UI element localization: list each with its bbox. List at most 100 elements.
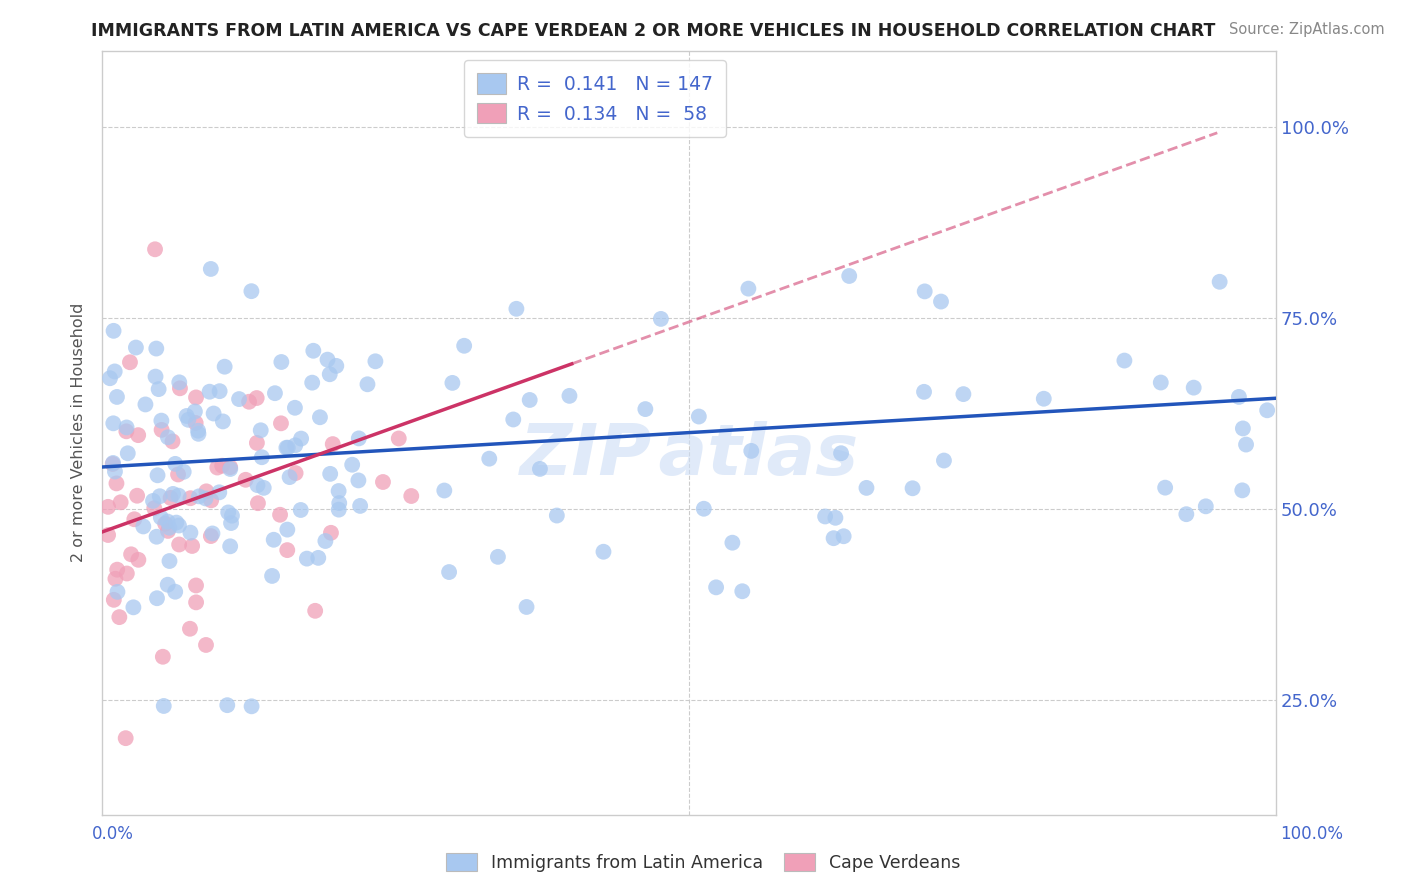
Point — [278, 470, 301, 484]
Point — [208, 384, 231, 399]
Legend: R =  0.141   N = 147, R =  0.134   N =  58: R = 0.141 N = 147, R = 0.134 N = 58 — [464, 60, 725, 136]
Point — [276, 523, 298, 537]
Point — [167, 489, 190, 503]
Point — [219, 516, 242, 530]
Point — [246, 436, 269, 450]
Point — [731, 584, 754, 599]
Point — [246, 478, 269, 492]
Point — [838, 268, 860, 283]
Point — [200, 529, 222, 543]
Point — [1175, 507, 1198, 521]
Point — [159, 491, 181, 505]
Point — [177, 413, 200, 427]
Point — [1227, 390, 1250, 404]
Point — [1256, 403, 1278, 417]
Point — [295, 551, 318, 566]
Point — [125, 341, 148, 355]
Point — [152, 649, 174, 664]
Point — [478, 451, 501, 466]
Point — [103, 417, 125, 431]
Point — [153, 516, 176, 531]
Point — [132, 519, 155, 533]
Point — [249, 423, 271, 437]
Point — [824, 510, 846, 524]
Point — [546, 508, 568, 523]
Point — [437, 565, 460, 579]
Point — [823, 531, 845, 545]
Text: 100.0%: 100.0% — [1279, 825, 1343, 843]
Point — [316, 352, 339, 367]
Point — [328, 483, 350, 498]
Point — [1232, 421, 1254, 435]
Point — [169, 376, 191, 390]
Point — [108, 610, 131, 624]
Point — [302, 343, 325, 358]
Point — [650, 312, 672, 326]
Point — [301, 376, 323, 390]
Point — [912, 384, 935, 399]
Point — [115, 425, 138, 439]
Point — [304, 604, 326, 618]
Point — [219, 460, 242, 475]
Point — [149, 489, 172, 503]
Point — [401, 489, 423, 503]
Point — [179, 622, 201, 636]
Point — [150, 423, 173, 437]
Point — [127, 489, 149, 503]
Point — [198, 384, 221, 399]
Point — [347, 431, 370, 445]
Point — [263, 533, 285, 547]
Point — [184, 391, 207, 405]
Point — [179, 491, 201, 506]
Point — [145, 342, 167, 356]
Legend: Immigrants from Latin America, Cape Verdeans: Immigrants from Latin America, Cape Verd… — [439, 847, 967, 879]
Point — [156, 524, 179, 538]
Point — [240, 284, 263, 298]
Point — [142, 494, 165, 508]
Point — [290, 503, 312, 517]
Point — [146, 468, 169, 483]
Point — [347, 474, 370, 488]
Point — [246, 391, 269, 405]
Point — [290, 432, 312, 446]
Point — [693, 501, 716, 516]
Point — [184, 416, 207, 430]
Point — [187, 426, 209, 441]
Point — [98, 371, 121, 385]
Point — [270, 355, 292, 369]
Point — [195, 484, 218, 499]
Point — [264, 386, 287, 401]
Point — [118, 355, 141, 369]
Point — [156, 515, 179, 529]
Point — [176, 409, 198, 423]
Point — [156, 578, 179, 592]
Point — [143, 242, 166, 256]
Point — [1195, 500, 1218, 514]
Point — [319, 525, 342, 540]
Point — [558, 389, 581, 403]
Point — [688, 409, 710, 424]
Point — [114, 731, 136, 746]
Point — [167, 518, 190, 533]
Point — [284, 466, 307, 480]
Point — [156, 430, 179, 444]
Point — [134, 397, 156, 411]
Point — [349, 499, 371, 513]
Point — [388, 432, 411, 446]
Point — [1234, 437, 1257, 451]
Point — [328, 502, 350, 516]
Point — [740, 443, 762, 458]
Point — [107, 585, 129, 599]
Point — [103, 324, 125, 338]
Point — [356, 377, 378, 392]
Point — [124, 512, 146, 526]
Point — [217, 698, 239, 713]
Point — [143, 501, 166, 516]
Point — [217, 505, 239, 519]
Point — [184, 578, 207, 592]
Point — [152, 698, 174, 713]
Point — [855, 481, 877, 495]
Point — [173, 465, 195, 479]
Point — [505, 301, 527, 316]
Point — [184, 595, 207, 609]
